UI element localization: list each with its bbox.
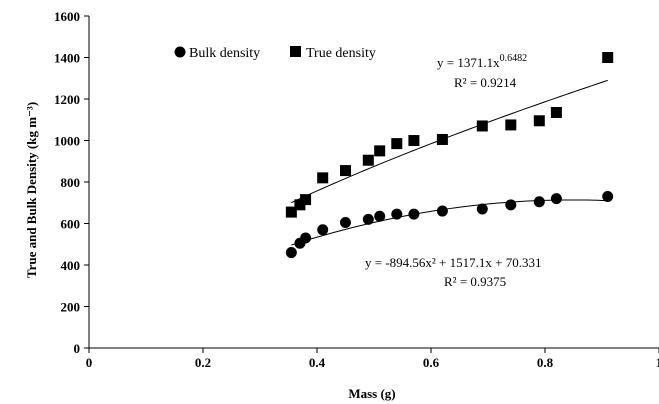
x-axis-title: Mass (g) [348,386,395,401]
point-bulk-density [602,191,614,203]
point-true-density [436,133,448,145]
bulk-density-equation: y = -894.56x² + 1517.1x + 70.331 [365,255,541,270]
point-true-density [533,115,545,127]
y-tick-label: 600 [61,217,81,232]
point-true-density [476,120,488,132]
trendline-true-density [291,79,608,204]
point-true-density [505,119,517,131]
x-tick-label: 0.2 [195,355,211,370]
x-tick-label: 0.6 [423,355,440,370]
true-density-equation-exponent: 0.6482 [500,53,528,64]
x-tick-label: 1 [656,355,659,370]
point-bulk-density [374,210,386,222]
point-true-density [602,52,614,63]
legend-marker-true-density [290,46,301,57]
point-bulk-density [550,193,562,205]
legend-label-true-density: True density [306,46,376,61]
legend: Bulk density True density [174,46,376,61]
point-true-density [408,135,420,146]
markers [285,52,614,259]
y-tick-label: 400 [61,258,81,273]
x-ticks: 0 0.2 0.4 0.6 0.8 1 [86,348,659,370]
y-tick-label: 1400 [54,51,80,66]
x-tick-label: 0 [86,355,93,370]
point-true-density [374,145,386,157]
point-bulk-density [285,247,297,259]
true-density-equation: y = 1371.1x0.6482 [437,53,527,70]
x-tick-label: 0.8 [537,355,554,370]
trendlines [291,79,608,246]
point-bulk-density [391,208,403,220]
trendline-bulk-density [291,199,608,246]
bulk-density-r2: R² = 0.9375 [444,274,506,289]
y-tick-label: 200 [61,300,81,315]
x-tick-label: 0.4 [309,355,326,370]
axes [88,16,659,349]
y-tick-label: 800 [61,175,81,190]
annotations: y = 1371.1x0.6482 R² = 0.9214 y = -894.5… [365,53,541,289]
point-bulk-density [408,208,420,220]
legend-marker-bulk-density [174,46,186,58]
point-true-density [294,199,306,211]
y-tick-label: 0 [74,341,81,356]
point-bulk-density [362,213,374,225]
point-true-density [391,138,403,150]
true-density-r2: R² = 0.9214 [454,75,517,90]
y-tick-label: 1000 [54,134,80,149]
y-axis-title: True and Bulk Density (kg m⁻³) [24,102,39,278]
point-true-density [340,165,351,177]
point-bulk-density [436,205,448,217]
point-bulk-density [300,232,312,244]
point-bulk-density [340,216,351,228]
y-ticks: 0 200 400 600 800 1000 1200 1400 1600 [54,9,89,356]
point-bulk-density [476,203,488,215]
point-true-density [317,172,329,184]
y-tick-label: 1600 [54,9,80,24]
point-bulk-density [317,224,329,236]
true-density-equation-base: y = 1371.1x [437,55,500,70]
y-tick-label: 1200 [54,92,80,107]
point-bulk-density [533,196,545,208]
legend-label-bulk-density: Bulk density [189,46,260,61]
point-true-density [285,206,297,218]
point-true-density [300,194,312,206]
point-true-density [362,154,374,166]
point-true-density [550,106,562,118]
point-bulk-density [505,199,517,211]
